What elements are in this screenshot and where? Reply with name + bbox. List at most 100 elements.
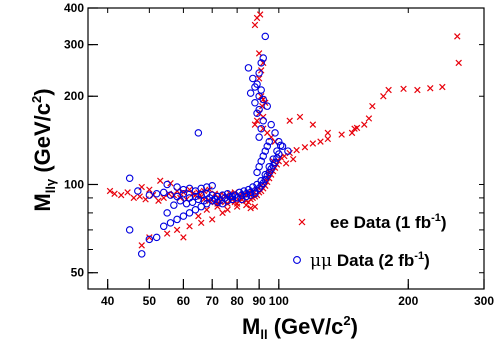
data-point-circle xyxy=(145,235,154,244)
data-point-cross-stroke-b xyxy=(256,11,264,18)
data-point-cross xyxy=(180,234,187,241)
data-point-cross xyxy=(317,138,324,145)
data-point-cross xyxy=(195,212,202,220)
data-point-cross-stroke-b xyxy=(309,140,317,147)
data-point-cross-stroke-b xyxy=(180,234,187,241)
data-point-circle xyxy=(249,74,257,83)
data-point-circle xyxy=(173,215,181,224)
data-point-cross-stroke-b xyxy=(385,86,392,94)
data-point-circle xyxy=(273,147,281,155)
data-point-cross-stroke-b xyxy=(251,121,259,128)
data-point-cross-stroke-b xyxy=(157,177,164,184)
data-point-circle xyxy=(259,95,267,104)
data-point-cross-stroke-b xyxy=(380,93,387,100)
data-point-cross xyxy=(266,169,273,176)
x-tick-label: 50 xyxy=(143,294,157,308)
data-point-circle xyxy=(179,212,188,220)
data-point-cross xyxy=(111,190,118,197)
data-point-cross-stroke-b xyxy=(253,117,261,124)
data-point-circle xyxy=(259,116,267,125)
data-point-circle xyxy=(261,147,270,155)
data-point-circle xyxy=(244,64,253,72)
data-point-cross xyxy=(146,234,153,241)
x-tick-label: 70 xyxy=(206,294,220,308)
y-tick-label: 400 xyxy=(64,1,84,15)
data-point-cross-stroke-b xyxy=(106,187,114,195)
data-point-circle xyxy=(263,102,272,110)
data-point-cross-stroke-b xyxy=(130,194,138,202)
data-point-cross-stroke-b xyxy=(251,203,259,210)
data-point-cross xyxy=(157,177,164,184)
data-point-circle xyxy=(191,205,200,214)
data-point-circle xyxy=(253,109,261,117)
data-point-cross xyxy=(130,194,138,202)
data-point-circle xyxy=(163,209,171,217)
legend-cross xyxy=(298,218,306,226)
data-point-circle xyxy=(125,174,134,183)
x-tick-label: 300 xyxy=(474,294,494,308)
data-point-cross xyxy=(124,189,131,196)
data-point-cross xyxy=(439,83,446,91)
legend-label-mumu: μμ Data (2 fb-1) xyxy=(310,250,430,271)
y-axis-tick-labels: 50 100 200 300 400 xyxy=(64,1,84,280)
data-point-circle xyxy=(226,192,234,201)
data-point-cross-stroke-b xyxy=(203,206,211,213)
data-point-cross xyxy=(301,144,309,151)
data-point-cross-stroke-b xyxy=(400,85,407,93)
data-point-cross-stroke-b xyxy=(317,138,324,145)
data-point-cross-stroke-b xyxy=(361,121,368,128)
data-point-circle xyxy=(259,152,267,160)
data-point-circle xyxy=(170,201,178,209)
data-point-circle xyxy=(251,83,259,91)
legend-label-ee: ee Data (1 fb-1) xyxy=(330,212,447,232)
x-tick-label: 40 xyxy=(101,294,115,308)
data-point-circle xyxy=(265,162,273,171)
data-point-cross-stroke-b xyxy=(197,219,205,227)
data-point-circle xyxy=(208,182,216,190)
data-point-cross xyxy=(400,85,407,93)
data-point-cross xyxy=(233,203,241,210)
data-point-cross-stroke-b xyxy=(189,190,196,197)
data-point-circle xyxy=(271,129,279,137)
data-point-cross-stroke-b xyxy=(208,216,216,223)
x-tick-label: 100 xyxy=(269,294,289,308)
data-point-cross-stroke-b xyxy=(414,86,421,94)
data-point-cross-stroke-b xyxy=(289,155,297,163)
data-point-cross xyxy=(309,140,317,147)
data-point-cross-stroke-b xyxy=(348,129,356,137)
data-point-cross xyxy=(271,138,279,145)
data-point-cross-stroke-b xyxy=(197,193,205,200)
data-point-cross xyxy=(427,85,434,92)
data-points xyxy=(106,11,462,258)
data-point-circle xyxy=(257,59,265,67)
data-point-cross-stroke-b xyxy=(247,204,254,212)
data-point-cross-stroke-b xyxy=(160,194,167,202)
data-point-cross xyxy=(203,206,211,213)
x-axis-title: Mll (GeV/c2) xyxy=(242,313,358,342)
data-point-circle xyxy=(269,155,277,163)
data-point-cross-stroke-b xyxy=(255,50,263,57)
data-point-circle xyxy=(257,124,265,133)
data-point-cross xyxy=(243,201,250,209)
data-point-cross xyxy=(197,219,205,227)
data-point-cross xyxy=(224,206,231,213)
data-point-cross-stroke-b xyxy=(233,203,241,210)
data-point-cross xyxy=(106,187,114,195)
data-point-circle xyxy=(185,184,194,193)
data-point-circle xyxy=(251,99,259,107)
data-point-cross xyxy=(251,203,259,210)
data-point-cross xyxy=(338,131,345,138)
y-tick-label: 100 xyxy=(64,177,84,191)
data-point-circle xyxy=(235,188,244,197)
data-point-cross-stroke-b xyxy=(293,146,300,154)
data-point-cross-stroke-b xyxy=(136,193,143,200)
data-point-cross-stroke-b xyxy=(124,189,131,196)
plot-frame xyxy=(87,7,485,290)
data-point-cross-stroke-b xyxy=(219,209,226,217)
data-point-circle xyxy=(194,129,203,137)
data-point-cross xyxy=(173,226,181,234)
data-point-cross xyxy=(455,59,462,67)
data-point-cross-stroke-b xyxy=(271,138,279,145)
data-point-cross xyxy=(155,197,162,204)
